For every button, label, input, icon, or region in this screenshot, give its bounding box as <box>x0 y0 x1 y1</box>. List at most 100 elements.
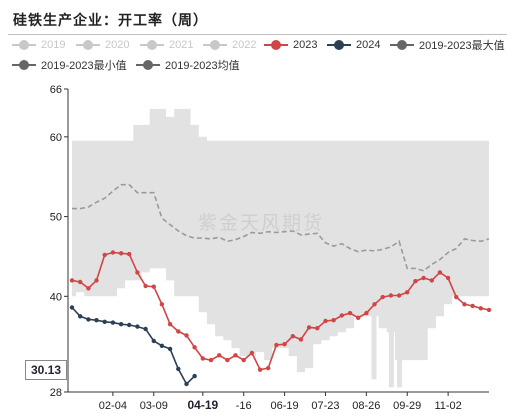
series-point-2023 <box>110 250 116 255</box>
series-point-2024 <box>151 338 156 344</box>
series-point-2023 <box>372 302 377 307</box>
series-point-2023 <box>454 294 459 300</box>
title-divider <box>8 34 507 35</box>
series-point-2023 <box>257 367 263 372</box>
y-tick-label: 60 <box>50 132 62 144</box>
x-tick-label: 04-19 <box>187 398 218 412</box>
legend-label-2024: 2024 <box>356 39 381 51</box>
legend-item-2024[interactable]: 2024 <box>327 38 380 52</box>
series-point-2023 <box>86 286 91 291</box>
series-point-2023 <box>429 278 434 283</box>
series-point-2023 <box>306 325 312 330</box>
series-point-2024 <box>176 366 181 372</box>
series-point-2024 <box>86 317 91 322</box>
y-tick-label: 66 <box>50 84 62 96</box>
series-point-2023 <box>249 350 255 356</box>
series-point-2024 <box>143 326 148 332</box>
y-tick-label: 50 <box>50 212 62 224</box>
series-point-2024 <box>167 346 173 352</box>
series-point-2023 <box>323 318 328 324</box>
watermark-text: 紫金天风期货 <box>198 212 325 234</box>
legend-item-min[interactable]: 2019-2023最小值 <box>12 58 127 72</box>
legend-item-2020[interactable]: 2020 <box>76 38 129 52</box>
legend-item-2023[interactable]: 2023 <box>264 38 317 52</box>
series-point-2023 <box>478 306 483 311</box>
legend-marker-2024 <box>327 39 351 51</box>
current-value-badge: 30.13 <box>25 360 67 380</box>
series-point-2023 <box>241 357 246 363</box>
series-point-2023 <box>127 251 132 257</box>
x-tick-label: 09-29 <box>393 400 421 412</box>
y-tick-label: 28 <box>50 387 62 399</box>
series-point-2023 <box>315 326 320 331</box>
legend-marker-2021 <box>140 39 164 51</box>
series-point-2023 <box>445 275 451 281</box>
legend-item-max[interactable]: 2019-2023最大值 <box>390 38 505 52</box>
legend-marker-2020 <box>76 39 100 51</box>
series-line-2023 <box>71 251 490 371</box>
legend-label-2022: 2022 <box>232 39 257 51</box>
series-point-2024 <box>159 343 165 348</box>
legend-label-max: 2019-2023最大值 <box>419 40 505 52</box>
x-tick-label: 07-23 <box>311 400 339 412</box>
legend-label-2019: 2019 <box>41 39 66 51</box>
series-point-2024 <box>78 314 83 319</box>
series-point-2023 <box>380 294 385 300</box>
series-line-avg <box>72 183 490 272</box>
series-point-2023 <box>347 310 353 316</box>
legend-item-avg[interactable]: 2019-2023均值 <box>136 58 240 72</box>
series-point-2023 <box>290 334 295 339</box>
series-point-2023 <box>200 356 205 361</box>
series-point-2023 <box>208 357 214 363</box>
legend-label-2023: 2023 <box>293 39 318 51</box>
series-point-2023 <box>102 252 107 258</box>
series-point-2023 <box>151 284 156 289</box>
series-point-2023 <box>176 329 181 334</box>
legend-label-avg: 2019-2023均值 <box>165 60 240 72</box>
x-tick-label: -16 <box>236 400 252 412</box>
y-tick-label: 40 <box>50 291 62 303</box>
series-point-2023 <box>413 279 418 284</box>
series-point-2024 <box>135 324 140 329</box>
series-point-2024 <box>94 318 99 323</box>
legend-item-2022[interactable]: 2022 <box>203 38 256 52</box>
series-point-2023 <box>78 279 83 285</box>
series-point-2023 <box>69 278 75 283</box>
series-point-2023 <box>298 337 304 342</box>
series-point-2023 <box>159 302 165 307</box>
legend-item-2021[interactable]: 2021 <box>140 38 193 52</box>
series-point-2023 <box>266 365 271 371</box>
series-point-2023 <box>217 353 222 358</box>
series-point-2024 <box>192 373 197 379</box>
series-point-2023 <box>405 290 410 295</box>
x-tick-label: 02-04 <box>99 400 127 412</box>
series-point-2023 <box>339 313 344 318</box>
x-tick-label: 06-19 <box>271 400 299 412</box>
series-point-2023 <box>192 345 197 350</box>
series-point-2023 <box>437 270 443 275</box>
x-tick-label: 08-26 <box>352 400 380 412</box>
series-point-2023 <box>486 307 492 313</box>
legend-marker-2022 <box>203 39 227 51</box>
x-tick-label: 11-02 <box>434 400 461 412</box>
series-point-2023 <box>184 333 189 338</box>
series-point-2024 <box>102 319 107 324</box>
series-point-2023 <box>470 303 475 309</box>
series-point-2024 <box>118 322 124 327</box>
series-point-2023 <box>94 278 99 283</box>
series-point-2023 <box>421 275 426 281</box>
series-point-2023 <box>167 322 173 327</box>
series-point-2024 <box>69 305 75 310</box>
legend-marker-2019 <box>12 39 36 51</box>
series-point-2023 <box>118 251 124 256</box>
legend-marker-max <box>390 39 414 51</box>
chart-title: 硅铁生产企业：开工率（周） <box>13 13 208 29</box>
series-point-2024 <box>184 381 189 387</box>
legend-marker-2023 <box>264 39 288 51</box>
legend-item-2019[interactable]: 2019 <box>12 38 65 52</box>
series-point-2023 <box>233 353 238 358</box>
series-line-2024 <box>71 306 196 386</box>
x-tick-label: 03-09 <box>140 400 168 412</box>
series-point-2023 <box>364 310 369 316</box>
series-point-2023 <box>462 302 467 307</box>
